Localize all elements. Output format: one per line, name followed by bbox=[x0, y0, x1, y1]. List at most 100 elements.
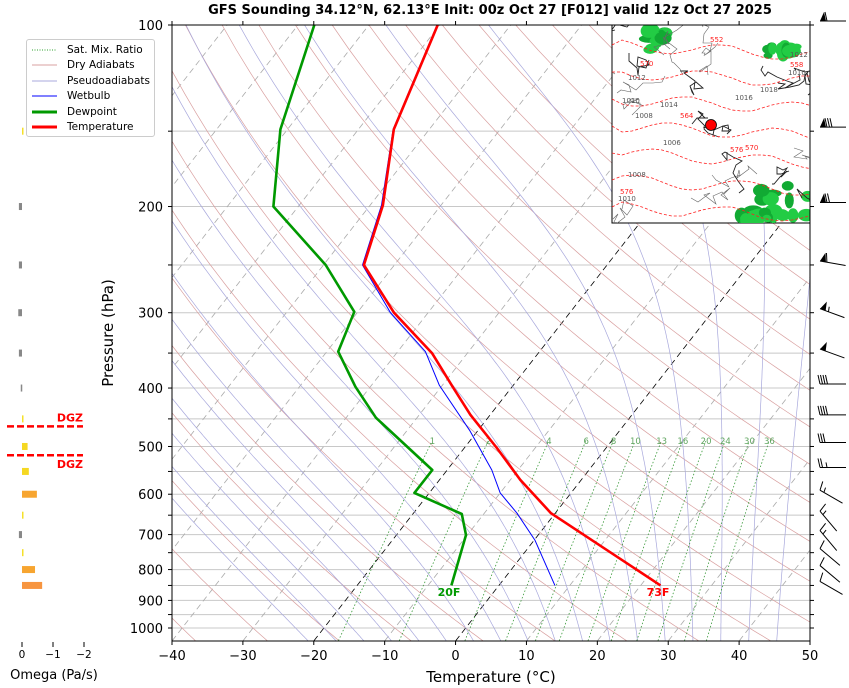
precip-area bbox=[775, 210, 791, 221]
dgz-label: DGZ bbox=[57, 458, 83, 471]
map-contour bbox=[612, 25, 630, 32]
precip-area bbox=[781, 181, 794, 191]
mixing-ratio-label: 10 bbox=[630, 437, 641, 447]
map-contour-label: 1010 bbox=[788, 69, 806, 77]
x-tick-label: 0 bbox=[451, 649, 459, 664]
legend-swatch-dewpoint bbox=[32, 110, 57, 114]
profiles bbox=[272, 25, 662, 587]
mixing-ratio-line bbox=[464, 441, 549, 641]
omega-bar bbox=[22, 442, 28, 450]
y-tick-label: 500 bbox=[138, 440, 163, 455]
pseudoadiabat bbox=[172, 432, 365, 641]
dry-adiabat bbox=[172, 480, 340, 641]
barb-full bbox=[824, 118, 828, 128]
map-content: 1012 1010 1008 1006 1008 1010 1014 1016 1018 1012… bbox=[612, 25, 810, 223]
barb-staff bbox=[819, 308, 845, 319]
dry-adiabat bbox=[172, 70, 771, 641]
x-tick-label: 20 bbox=[589, 649, 606, 664]
dry-adiabat bbox=[808, 25, 810, 27]
barb-full bbox=[820, 433, 823, 443]
map-contour-label: 570 bbox=[640, 60, 653, 68]
legend-swatch-sat-mix bbox=[32, 49, 57, 51]
dry-adiabat bbox=[442, 25, 810, 355]
map-height-contour bbox=[612, 70, 810, 86]
legend-swatch-pseudo bbox=[32, 80, 57, 82]
dgz-label: DGZ bbox=[57, 411, 83, 424]
pseudoadiabat bbox=[238, 25, 611, 641]
y-tick-label: 300 bbox=[138, 307, 163, 322]
y-tick-label: 800 bbox=[138, 564, 163, 579]
omega-bar bbox=[22, 566, 36, 574]
x-tick-label: −30 bbox=[229, 649, 256, 664]
x-axis-label: Temperature (°C) bbox=[425, 668, 555, 686]
mixing-ratio-label: 24 bbox=[720, 437, 731, 447]
isotherm bbox=[597, 367, 810, 641]
wind-barb bbox=[819, 481, 843, 504]
map-contour-label: 1016 bbox=[735, 94, 753, 102]
barb-staff bbox=[819, 348, 845, 359]
omega-bar bbox=[22, 549, 24, 557]
map-contour-label: 1012 bbox=[790, 51, 808, 59]
legend-item: Sat. Mix. Ratio bbox=[27, 42, 154, 58]
map-height-contour bbox=[612, 122, 810, 139]
map-contour bbox=[680, 70, 705, 96]
pseudoadiabat bbox=[172, 465, 337, 641]
precip-area bbox=[762, 214, 772, 223]
pseudoadiabat bbox=[172, 318, 447, 641]
map-contour bbox=[721, 151, 745, 194]
map-contour-label: 1014 bbox=[660, 101, 678, 109]
barb-full bbox=[817, 458, 821, 468]
isotherm bbox=[172, 25, 512, 460]
legend-item: Temperature bbox=[27, 120, 154, 136]
x-tick-label: 30 bbox=[660, 649, 677, 664]
x-tick-label: 10 bbox=[518, 649, 535, 664]
map-contour-label: 1008 bbox=[635, 112, 653, 120]
surface-dewpoint-label: 20F bbox=[438, 586, 461, 599]
axes: −40 −30 −20 −10 0 10 20 30 40 50 100 200 300 400 500 60… bbox=[130, 19, 818, 664]
map-height-contour bbox=[612, 174, 810, 196]
isotherm bbox=[668, 458, 810, 641]
pseudoadiabat bbox=[172, 397, 392, 641]
omega-bar bbox=[20, 384, 23, 392]
dry-adiabat bbox=[172, 277, 555, 641]
isotherm bbox=[172, 25, 582, 551]
omega-bar bbox=[22, 415, 24, 423]
wind-barb bbox=[817, 374, 846, 385]
barb-full bbox=[822, 374, 826, 385]
map-contour-label: 1018 bbox=[760, 86, 778, 94]
y-tick-label: 100 bbox=[138, 19, 163, 34]
x-tick-label: −10 bbox=[371, 649, 398, 664]
mixing-ratio-label: 6 bbox=[583, 437, 588, 447]
barb-staff bbox=[819, 548, 841, 566]
wind-barb bbox=[819, 341, 845, 359]
wind-barb bbox=[820, 118, 846, 128]
isotherm bbox=[172, 25, 370, 279]
precip-area bbox=[741, 218, 757, 223]
omega-bar bbox=[22, 467, 29, 475]
map-contour bbox=[653, 42, 684, 76]
barb-full bbox=[825, 374, 828, 385]
barb-half bbox=[822, 510, 827, 515]
legend-item: Dry Adiabats bbox=[27, 58, 154, 74]
barb-full bbox=[819, 572, 824, 582]
precip-area bbox=[782, 44, 801, 58]
plot-frame bbox=[171, 24, 811, 642]
precip-area bbox=[762, 192, 779, 206]
dry-adiabat bbox=[295, 25, 810, 503]
mixing-ratio-line bbox=[558, 441, 636, 641]
wind-barbs bbox=[817, 11, 846, 595]
map-contour-label: 1010 bbox=[622, 97, 640, 105]
mixing-ratio-line bbox=[535, 441, 614, 641]
mixing-ratio-line bbox=[706, 441, 770, 641]
map-contour-label: 558 bbox=[790, 61, 803, 69]
omega-tick-label: −2 bbox=[76, 649, 91, 661]
map-contour-label: 1008 bbox=[628, 171, 646, 179]
dry-adiabat bbox=[478, 25, 810, 320]
surface-temperature-label: 73F bbox=[647, 586, 670, 599]
y-tick-label: 200 bbox=[138, 201, 163, 216]
dry-adiabat bbox=[331, 25, 810, 465]
barb-full bbox=[822, 405, 826, 415]
dry-adiabat bbox=[368, 25, 810, 428]
pseudoadiabat bbox=[172, 360, 420, 641]
barb-full bbox=[827, 118, 830, 128]
